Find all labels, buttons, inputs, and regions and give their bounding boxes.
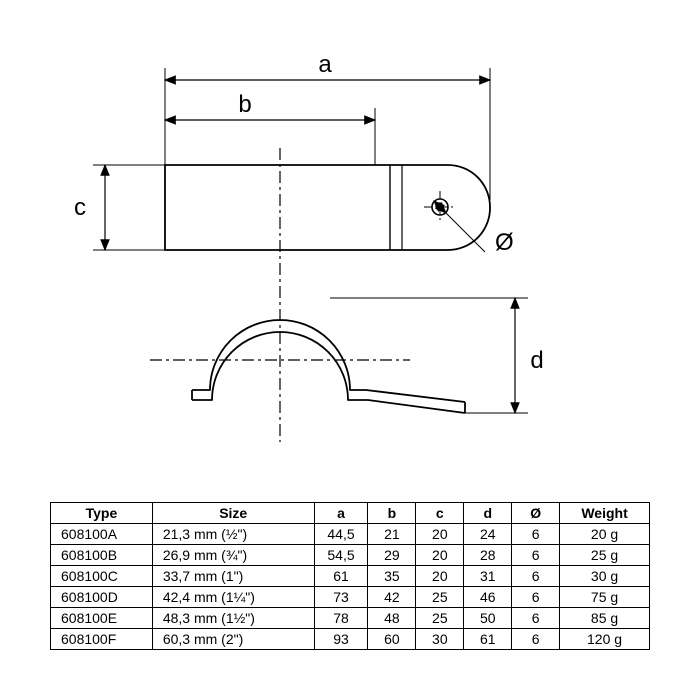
table-cell: 78 — [314, 608, 368, 629]
table-cell: 608100E — [51, 608, 153, 629]
table-cell: 20 — [416, 545, 464, 566]
col-header: d — [464, 503, 512, 524]
table-cell: 85 g — [560, 608, 650, 629]
table-cell: 24 — [464, 524, 512, 545]
table-cell: 30 — [416, 629, 464, 650]
table-cell: 44,5 — [314, 524, 368, 545]
table-cell: 54,5 — [314, 545, 368, 566]
table-cell: 120 g — [560, 629, 650, 650]
table-cell: 20 — [416, 524, 464, 545]
col-header: Weight — [560, 503, 650, 524]
table-cell: 6 — [512, 629, 560, 650]
table-cell: 20 — [416, 566, 464, 587]
table-cell: 6 — [512, 608, 560, 629]
dim-label-d: d — [530, 347, 543, 374]
table-cell: 61 — [464, 629, 512, 650]
table-cell: 25 — [416, 608, 464, 629]
table-cell: 31 — [464, 566, 512, 587]
table-cell: 50 — [464, 608, 512, 629]
col-header: Ø — [512, 503, 560, 524]
table-row: 608100A21,3 mm (½")44,5212024620 g — [51, 524, 650, 545]
table-cell: 30 g — [560, 566, 650, 587]
table-cell: 33,7 mm (1") — [152, 566, 314, 587]
col-header: Type — [51, 503, 153, 524]
table-cell: 6 — [512, 566, 560, 587]
table-cell: 61 — [314, 566, 368, 587]
col-header: c — [416, 503, 464, 524]
table-cell: 608100B — [51, 545, 153, 566]
table-cell: 25 g — [560, 545, 650, 566]
table-row: 608100E48,3 mm (1½")78482550685 g — [51, 608, 650, 629]
side-view — [192, 320, 465, 413]
technical-drawing: a b c Ø d — [50, 50, 650, 460]
table-cell: 21 — [368, 524, 416, 545]
table-cell: 35 — [368, 566, 416, 587]
table-cell: 42 — [368, 587, 416, 608]
table-cell: 60,3 mm (2") — [152, 629, 314, 650]
table-cell: 6 — [512, 545, 560, 566]
table-cell: 28 — [464, 545, 512, 566]
table-cell: 6 — [512, 524, 560, 545]
table-row: 608100F60,3 mm (2")936030616120 g — [51, 629, 650, 650]
dim-label-b: b — [238, 91, 251, 118]
col-header: b — [368, 503, 416, 524]
table-cell: 26,9 mm (¾") — [152, 545, 314, 566]
table-row: 608100D42,4 mm (1¼")73422546675 g — [51, 587, 650, 608]
table-cell: 608100D — [51, 587, 153, 608]
dim-label-a: a — [318, 51, 332, 78]
table-cell: 48,3 mm (1½") — [152, 608, 314, 629]
dim-label-c: c — [74, 194, 86, 221]
table-cell: 73 — [314, 587, 368, 608]
dim-label-dia: Ø — [495, 229, 514, 256]
col-header: Size — [152, 503, 314, 524]
table-cell: 93 — [314, 629, 368, 650]
table-cell: 608100F — [51, 629, 153, 650]
table-cell: 21,3 mm (½") — [152, 524, 314, 545]
table-cell: 75 g — [560, 587, 650, 608]
table-cell: 42,4 mm (1¼") — [152, 587, 314, 608]
spec-table-container: TypeSizeabcdØWeight 608100A21,3 mm (½")4… — [50, 502, 650, 650]
table-cell: 20 g — [560, 524, 650, 545]
table-cell: 48 — [368, 608, 416, 629]
table-cell: 6 — [512, 587, 560, 608]
table-cell: 60 — [368, 629, 416, 650]
col-header: a — [314, 503, 368, 524]
table-cell: 46 — [464, 587, 512, 608]
table-cell: 608100A — [51, 524, 153, 545]
table-cell: 25 — [416, 587, 464, 608]
table-cell: 608100C — [51, 566, 153, 587]
table-row: 608100C33,7 mm (1")61352031630 g — [51, 566, 650, 587]
table-row: 608100B26,9 mm (¾")54,5292028625 g — [51, 545, 650, 566]
table-cell: 29 — [368, 545, 416, 566]
spec-table: TypeSizeabcdØWeight 608100A21,3 mm (½")4… — [50, 502, 650, 650]
